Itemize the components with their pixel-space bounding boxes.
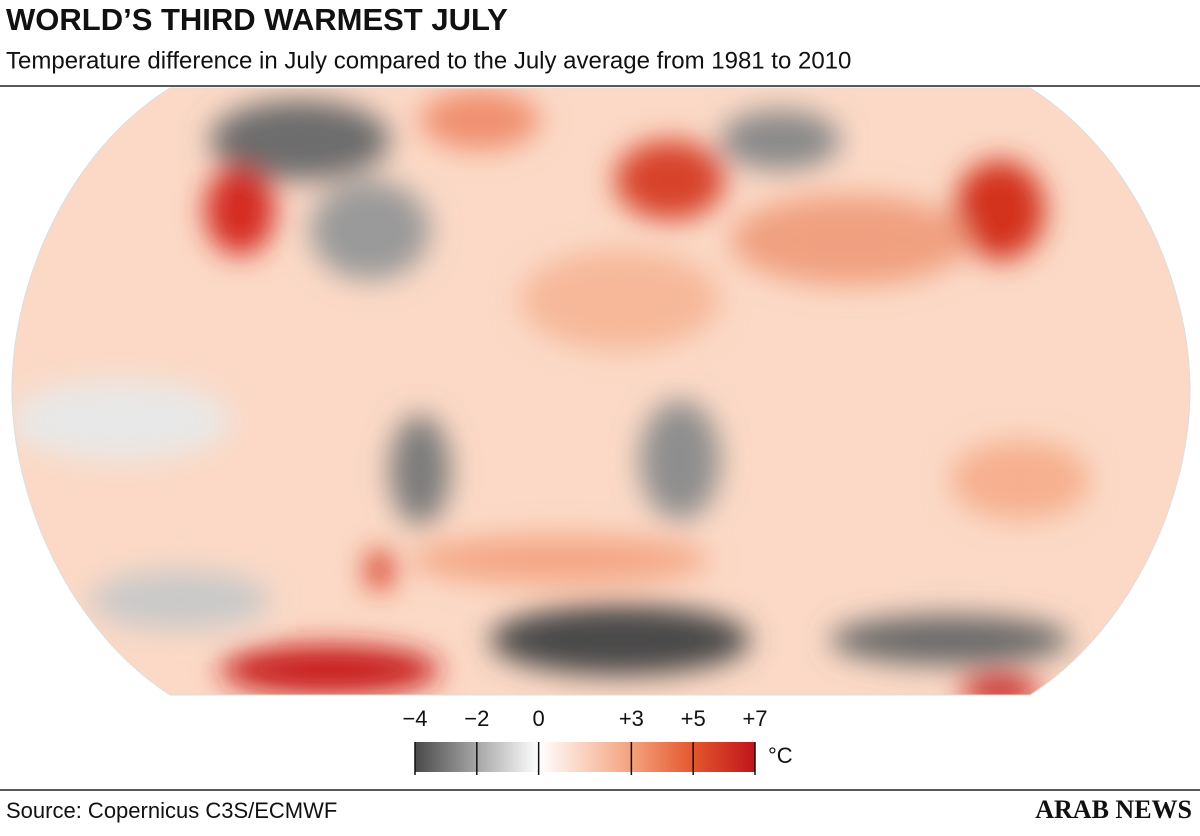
source: Source: Copernicus C3S/ECMWF <box>6 798 337 823</box>
tick-label: +3 <box>619 706 644 731</box>
map <box>12 88 1190 695</box>
subtitle: Temperature difference in July compared … <box>6 47 851 74</box>
color-scale <box>415 742 755 772</box>
legend: °C −4 −2 0 +3 +5 +7 <box>402 706 793 775</box>
tick-label: +7 <box>742 706 767 731</box>
tick-label: −4 <box>402 706 427 731</box>
unit: °C <box>768 743 793 768</box>
map-outline <box>11 87 1191 696</box>
tick-label: −2 <box>464 706 489 731</box>
tick-label: +5 <box>681 706 706 731</box>
brand: ARAB NEWS <box>1035 795 1192 824</box>
tick-label: 0 <box>533 706 545 731</box>
title: WORLD’S THIRD WARMEST JULY <box>6 2 508 37</box>
